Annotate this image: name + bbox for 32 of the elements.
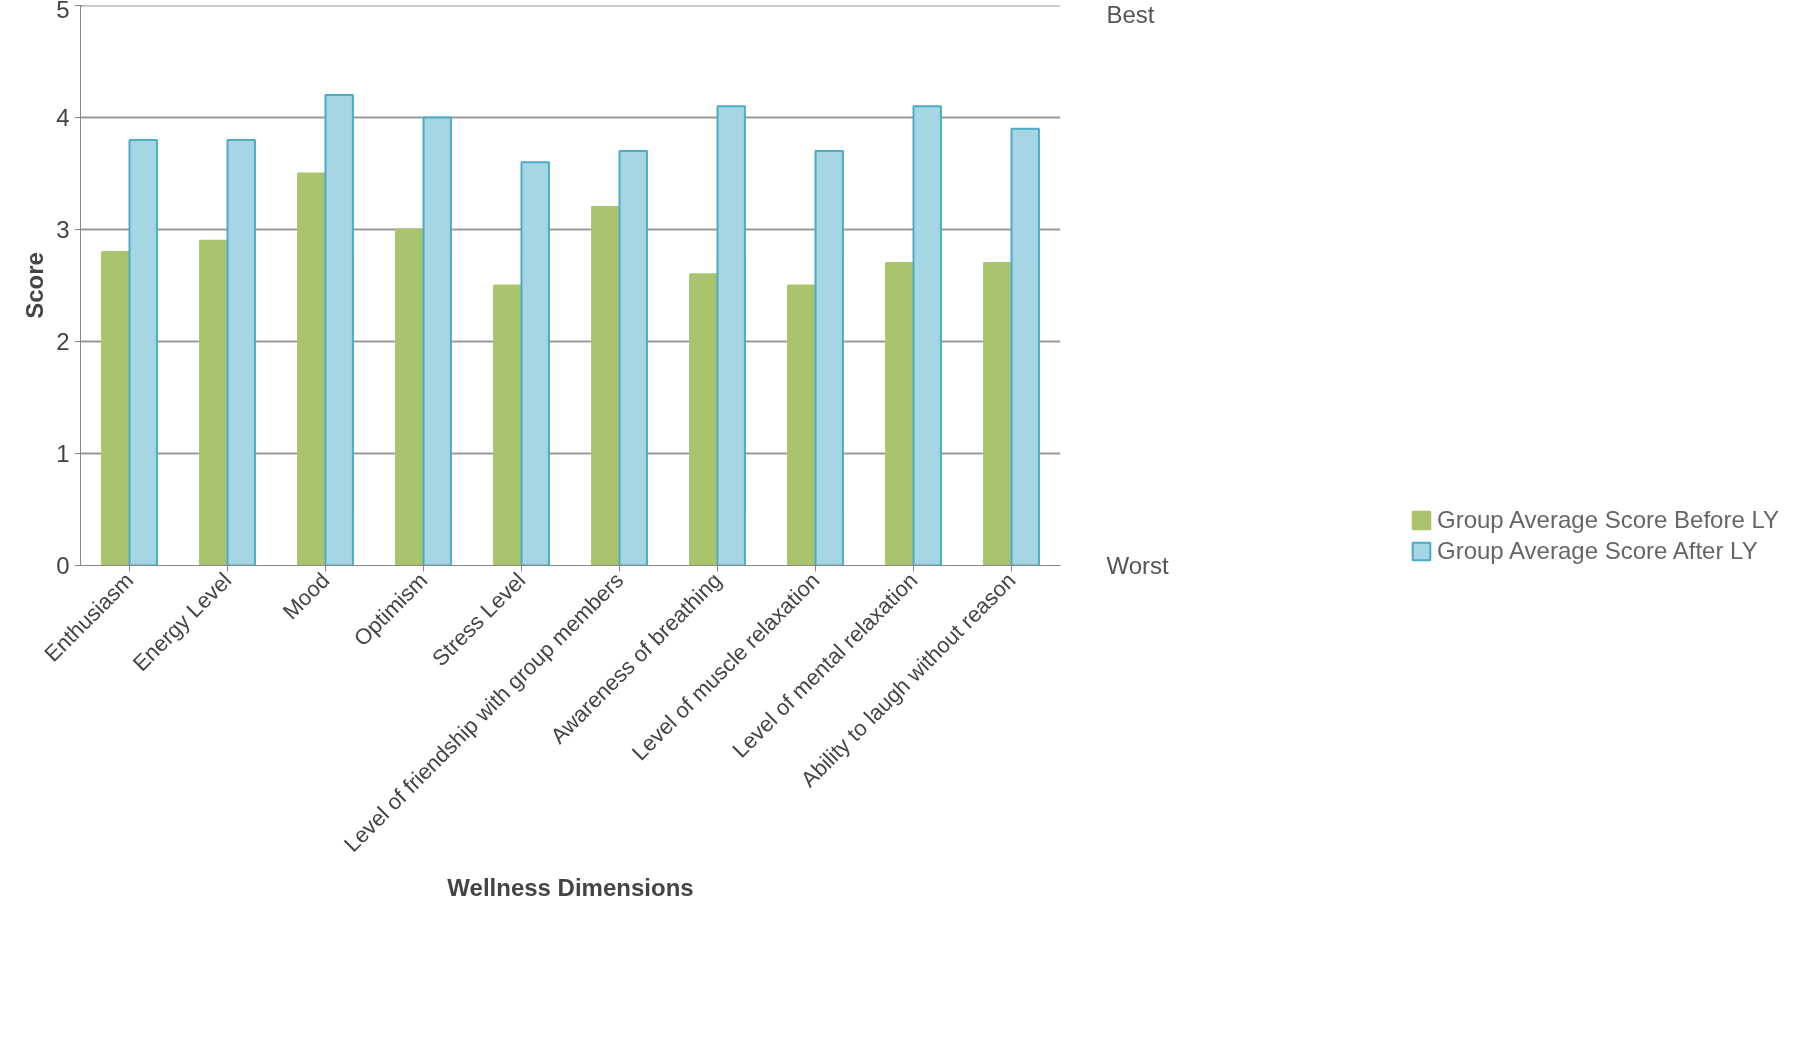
bar [520,161,550,566]
text: Worst [1106,552,1170,579]
bar [1010,127,1040,566]
bar [591,206,621,566]
bar [199,239,229,566]
bar [297,172,327,566]
text: Best [1106,0,1155,28]
y-axis-title: Score [21,252,49,319]
legend-label: Group Average Score After LY [1437,537,1758,565]
bar [689,273,719,566]
bar [716,105,746,566]
bar [618,150,648,566]
bar [422,116,452,566]
bar [983,262,1013,566]
y-tick-label: 5 [56,0,70,23]
bar [787,284,817,566]
bar [324,94,354,566]
y-tick-label: 3 [56,216,70,243]
y-tick-label: 1 [56,440,70,467]
bar [885,262,915,566]
bar [128,138,158,566]
legend-label: Group Average Score Before LY [1437,506,1779,534]
bar [395,228,425,566]
bar [814,150,844,566]
bar [493,284,523,566]
x-axis-title: Wellness Dimensions [447,873,694,901]
bar [226,138,256,566]
y-tick-label: 4 [56,104,70,131]
y-tick-label: 0 [56,552,70,579]
bar [101,250,131,566]
y-tick-label: 2 [56,328,70,355]
bar [912,105,942,566]
